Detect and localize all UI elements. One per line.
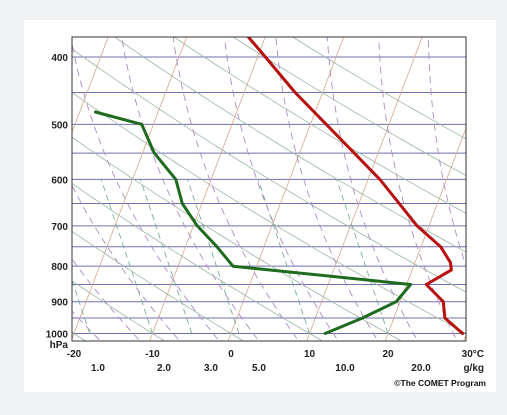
isotherm--30	[72, 37, 109, 134]
dry-adiabat-0	[72, 230, 245, 341]
moist-adiabat-25	[326, 37, 419, 341]
pressure-unit-label: hPa	[50, 340, 69, 351]
moist-adiabat-20	[275, 37, 379, 341]
dry-adiabat-70	[232, 37, 466, 177]
plot-frame	[71, 36, 467, 342]
dewpoint-profile-line	[93, 110, 413, 335]
mixing-ratio-tick-3.0: 3.0	[204, 363, 218, 374]
mixing-ratio-line-3	[140, 179, 193, 334]
moist-adiabat--10	[72, 258, 141, 341]
moist-adiabat-5	[121, 37, 260, 341]
plot-area	[72, 37, 466, 341]
credit-label: ©The COMET Program	[394, 378, 486, 388]
dry-adiabat-40	[72, 48, 466, 293]
moist-adiabat--5	[72, 184, 181, 341]
pressure-tick-600: 600	[51, 175, 68, 186]
mixing-ratio-tick-20.0: 20.0	[411, 363, 431, 374]
temperature-tick-0: 0	[228, 349, 234, 360]
mixing-ratio-tick-10.0: 10.0	[335, 363, 355, 374]
dry-adiabat-50	[114, 37, 466, 253]
mixing-ratio-line-5	[187, 179, 240, 334]
dry-adiabat--10	[72, 280, 166, 341]
mixing-ratio-tick-1.0: 1.0	[91, 363, 105, 374]
mixing-ratio-line-2	[100, 179, 153, 334]
isotherm-0	[227, 37, 345, 341]
mixing-ratio-tick-2.0: 2.0	[157, 363, 171, 374]
temperature-tick-10: 10	[304, 349, 316, 360]
mixing-ratio-unit-label: g/kg	[463, 363, 484, 374]
mixing-ratio-tick-5.0: 5.0	[252, 363, 266, 374]
pressure-tick-900: 900	[51, 298, 68, 309]
dry-adiabat-60	[173, 37, 466, 214]
moist-adiabat-0	[72, 41, 220, 341]
chart-series	[93, 37, 465, 335]
pressure-tick-700: 700	[51, 222, 68, 233]
dry-adiabat-20	[72, 136, 403, 341]
temperature-tick--10: -10	[145, 349, 160, 360]
moist-adiabat-40	[475, 0, 507, 348]
mixing-ratio-line-10	[257, 179, 310, 334]
moist-adiabat-15	[224, 37, 339, 341]
isotherm--20	[72, 37, 188, 340]
mixing-ratio-line-20	[336, 179, 389, 334]
isotherm--10	[149, 37, 266, 341]
dry-adiabat--30	[0, 0, 17, 348]
temperature-tick-20: 20	[382, 349, 394, 360]
moist-adiabat-35	[427, 37, 466, 268]
dry-adiabat-80	[291, 37, 466, 140]
pressure-tick-400: 400	[51, 53, 68, 64]
pressure-tick-500: 500	[51, 120, 68, 131]
temperature-unit-label: 30°C	[462, 349, 484, 360]
pressure-tick-800: 800	[51, 262, 68, 273]
moist-adiabat-10	[172, 37, 300, 341]
temperature-profile-line	[246, 37, 465, 335]
temperature-tick--20: -20	[67, 349, 82, 360]
isotherm--40	[0, 0, 44, 357]
pressure-tick-1000: 1000	[46, 330, 69, 341]
dry-adiabat-10	[72, 182, 324, 341]
